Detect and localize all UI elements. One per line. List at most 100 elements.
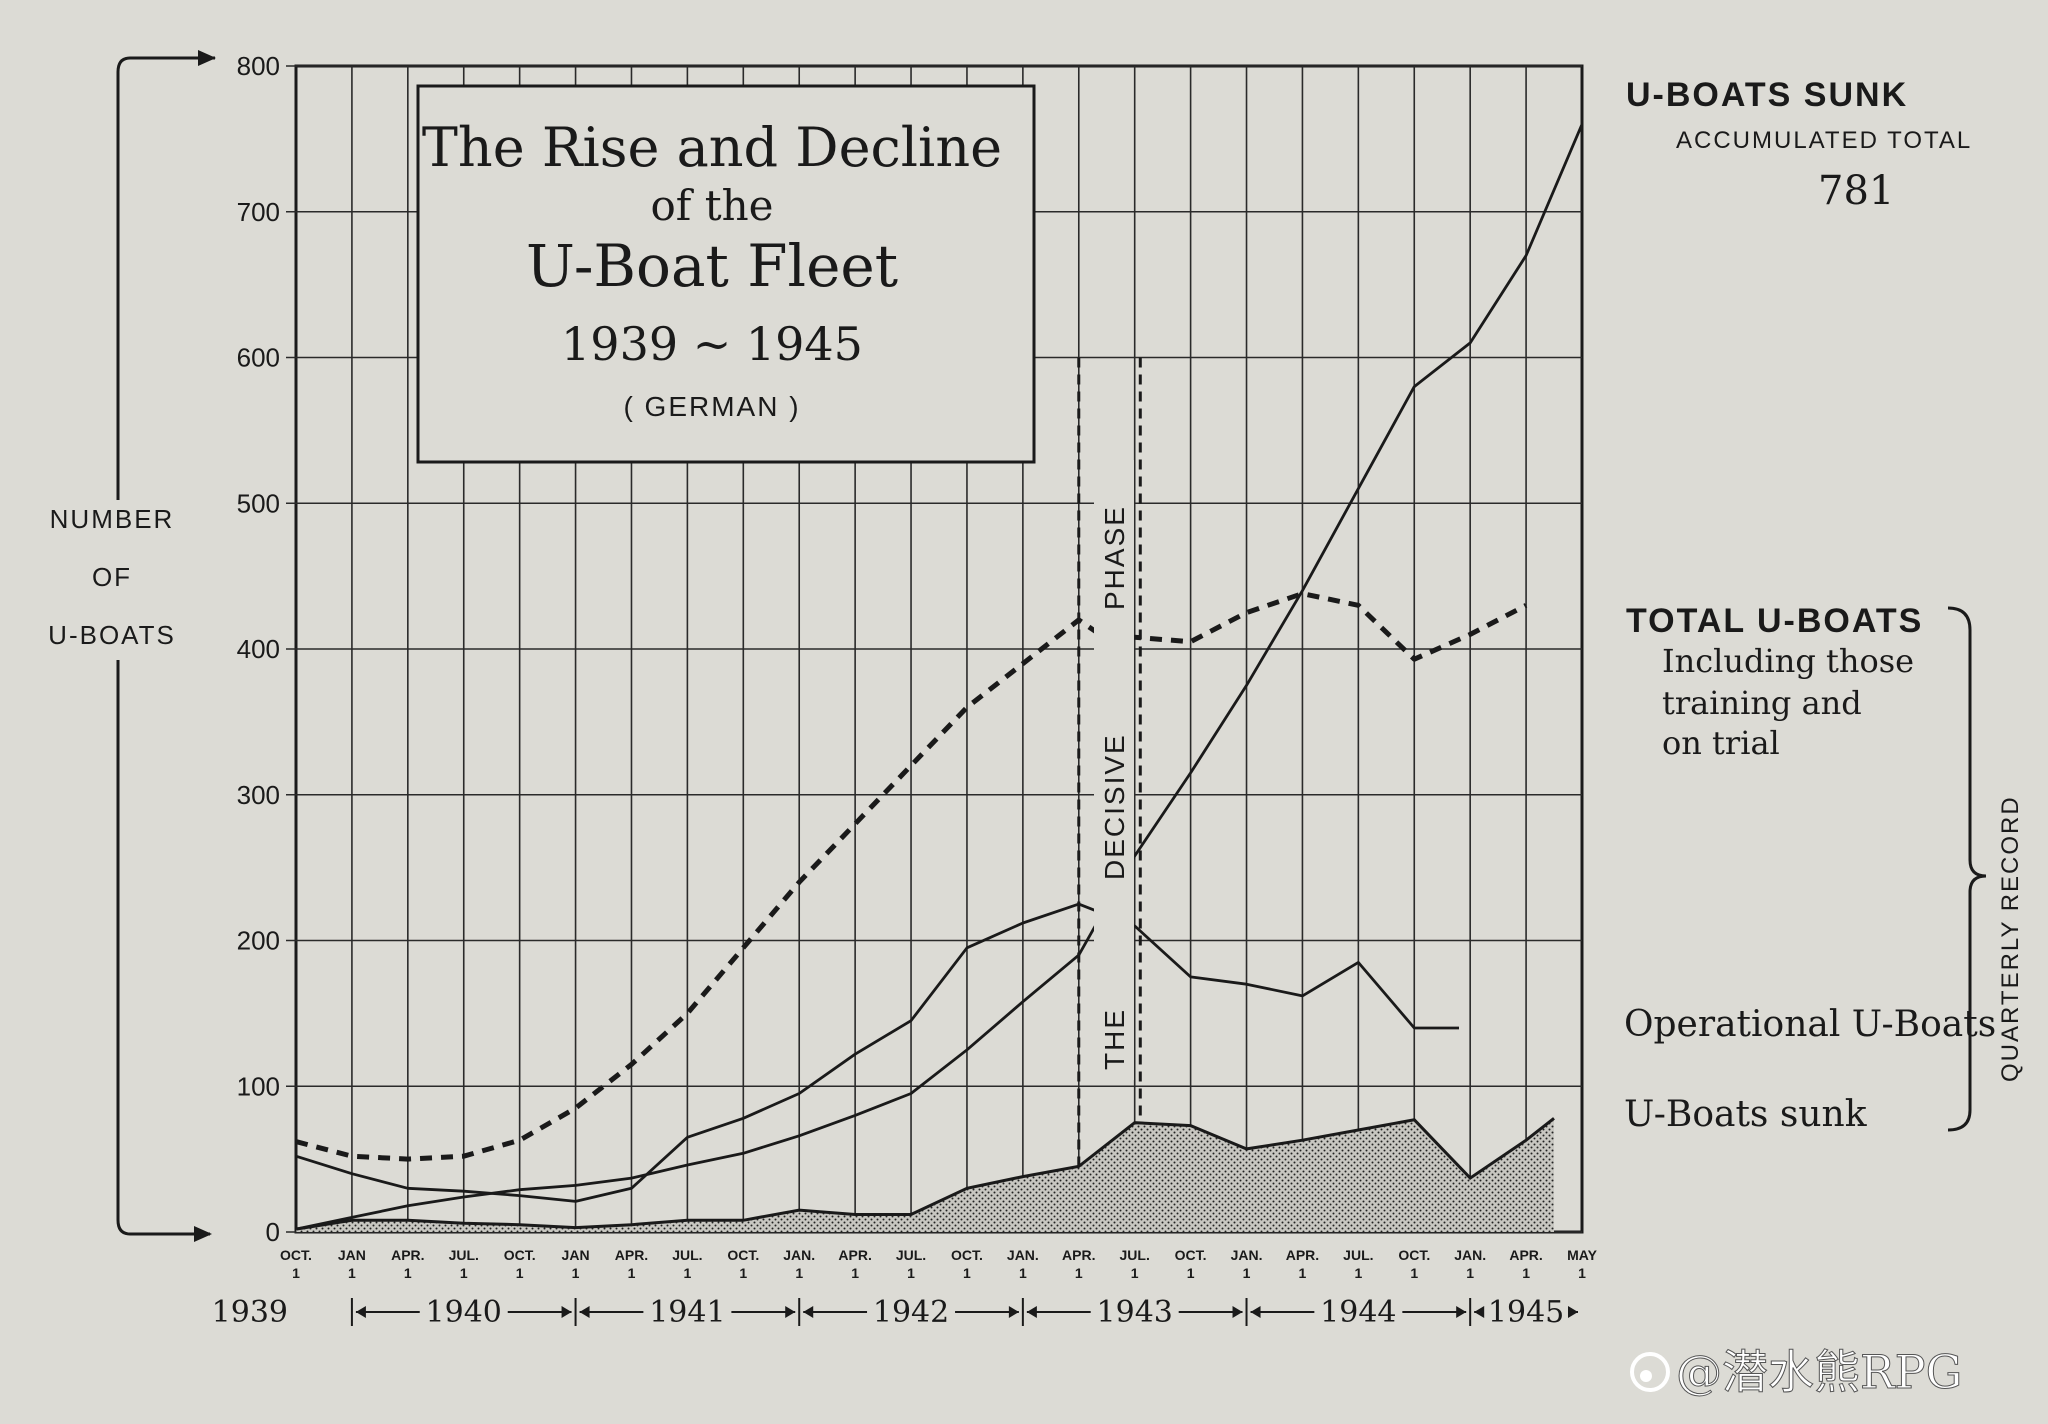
y-tick-label: 600	[237, 343, 280, 373]
x-tick-month: APR.	[1286, 1247, 1319, 1263]
x-tick-month: JUL.	[1343, 1247, 1373, 1263]
bracket-arrow-bottom-icon	[194, 1226, 212, 1242]
series-line-operational-u-boats	[295, 902, 1459, 1203]
x-tick-month: JAN.	[1454, 1247, 1486, 1263]
x-tick-day: 1	[795, 1265, 803, 1281]
decisive-phase-markers	[1077, 357, 1142, 1232]
x-tick-day: 1	[404, 1265, 412, 1281]
year-span-arrow-icon	[1474, 1306, 1485, 1318]
x-axis-years: 1939 1940 1941 1942 1943 1944 1945	[212, 1295, 1578, 1330]
year-span-arrow-icon	[1026, 1306, 1037, 1318]
year-span-arrow-icon	[561, 1306, 572, 1318]
x-tick-month: APR.	[615, 1247, 648, 1263]
x-tick-day: 1	[1354, 1265, 1362, 1281]
decisive-phase-label: THE DECISIVE PHASE	[1094, 460, 1134, 1080]
x-tick-day: 1	[1131, 1265, 1139, 1281]
x-tick-month: JAN	[338, 1247, 366, 1263]
total-note-3: on trial	[1662, 724, 1780, 762]
title-line-3: U-Boat Fleet	[526, 232, 898, 300]
x-tick-day: 1	[1019, 1265, 1027, 1281]
series-line-u-boats-sunk	[295, 1117, 1555, 1231]
phase-word-decisive: DECISIVE	[1099, 733, 1130, 880]
x-tick-month: JAN	[562, 1247, 590, 1263]
x-tick-day: 1	[292, 1265, 300, 1281]
title-line-5: ( GERMAN )	[623, 391, 800, 422]
x-tick-month: JUL.	[1120, 1247, 1150, 1263]
bracket-arrow-top-icon	[198, 50, 216, 66]
x-tick-day: 1	[739, 1265, 747, 1281]
sunk-total: 781	[1818, 168, 1894, 214]
year-label: 1945	[1488, 1295, 1564, 1330]
x-tick-day: 1	[348, 1265, 356, 1281]
watermark-text: @潜水熊RPG	[1676, 1345, 1962, 1399]
y-label-line-2: OF	[92, 562, 132, 592]
year-label: 1942	[873, 1295, 949, 1330]
series-line-total-u-boats	[295, 591, 1528, 1162]
x-tick-month: JAN.	[1007, 1247, 1039, 1263]
x-tick-day: 1	[907, 1265, 915, 1281]
right-legend: U-BOATS SUNK ACCUMULATED TOTAL 781 TOTAL…	[1624, 76, 2024, 1135]
year-span-arrow-icon	[355, 1306, 366, 1318]
phase-word-phase: PHASE	[1099, 505, 1130, 610]
quarterly-record-label: QUARTERLY RECORD	[1997, 795, 2024, 1082]
x-tick-month: JUL.	[449, 1247, 479, 1263]
x-tick-day: 1	[460, 1265, 468, 1281]
x-tick-month: JUL.	[672, 1247, 702, 1263]
phase-word-the: THE	[1099, 1008, 1130, 1070]
title-line-2: of the	[651, 181, 774, 230]
title-line-1: The Rise and Decline	[422, 116, 1002, 179]
year-span-arrow-icon	[785, 1306, 796, 1318]
x-tick-month: APR.	[1062, 1247, 1095, 1263]
x-tick-month: APR.	[391, 1247, 424, 1263]
x-tick-month: OCT.	[280, 1247, 312, 1263]
total-note-1: Including those	[1662, 642, 1914, 680]
year-span-arrow-icon	[1232, 1306, 1243, 1318]
y-tick-label: 500	[237, 488, 280, 518]
x-tick-day: 1	[516, 1265, 524, 1281]
sunk-subtitle: ACCUMULATED TOTAL	[1676, 127, 1972, 154]
x-tick-day: 1	[1075, 1265, 1083, 1281]
x-tick-day: 1	[963, 1265, 971, 1281]
x-tick-day: 1	[1522, 1265, 1530, 1281]
x-tick-month: OCT.	[504, 1247, 536, 1263]
x-tick-month: OCT.	[1398, 1247, 1430, 1263]
operational-label: Operational U-Boats	[1624, 1004, 1996, 1045]
y-axis-ticks: 0 100 200 300 400 500 600 700 800	[237, 51, 280, 1247]
y-label-line-1: NUMBER	[50, 504, 175, 534]
x-tick-day: 1	[1243, 1265, 1251, 1281]
x-axis-ticks: OCT. 1 JAN 1 APR. 1 JUL. 1 OCT. 1 JAN 1 APR. 1 JUL. 1 OC…	[280, 1247, 1598, 1281]
x-tick-day: 1	[1187, 1265, 1195, 1281]
x-tick-day: 1	[683, 1265, 691, 1281]
x-tick-day: 1	[572, 1265, 580, 1281]
y-tick-label: 100	[237, 1071, 280, 1101]
y-tick-label: 800	[237, 51, 280, 81]
x-tick-month: MAY	[1567, 1247, 1597, 1263]
year-span-arrow-icon	[579, 1306, 590, 1318]
x-tick-day: 1	[1466, 1265, 1474, 1281]
year-label: 1940	[426, 1295, 502, 1330]
y-label-bg	[30, 500, 210, 660]
y-tick-label: 0	[266, 1217, 280, 1247]
quarterly-bracket	[1947, 606, 1987, 1132]
x-tick-day: 1	[1410, 1265, 1418, 1281]
x-tick-month: OCT.	[1175, 1247, 1207, 1263]
sunk-quarterly-label: U-Boats sunk	[1624, 1094, 1868, 1135]
y-label-line-3: U-BOATS	[48, 620, 176, 650]
weibo-icon	[1630, 1352, 1670, 1392]
weibo-icon-dot	[1640, 1370, 1652, 1382]
series-area-u-boats-sunk	[296, 1118, 1554, 1232]
sunk-title: U-BOATS SUNK	[1626, 76, 1908, 114]
x-tick-month: OCT.	[951, 1247, 983, 1263]
year-span-arrow-icon	[1568, 1306, 1578, 1318]
x-tick-day: 1	[628, 1265, 636, 1281]
year-span-arrow-icon	[1456, 1306, 1467, 1318]
total-title: TOTAL U-BOATS	[1626, 602, 1923, 640]
year-span-arrow-icon	[1008, 1306, 1019, 1318]
y-axis-label: NUMBER OF U-BOATS	[30, 50, 216, 1242]
total-note-2: training and	[1662, 684, 1862, 722]
y-tick-label: 300	[237, 780, 280, 810]
chart-series	[295, 123, 1584, 1232]
year-span-arrow-icon	[803, 1306, 814, 1318]
x-tick-day: 1	[851, 1265, 859, 1281]
y-tick-label: 400	[237, 634, 280, 664]
